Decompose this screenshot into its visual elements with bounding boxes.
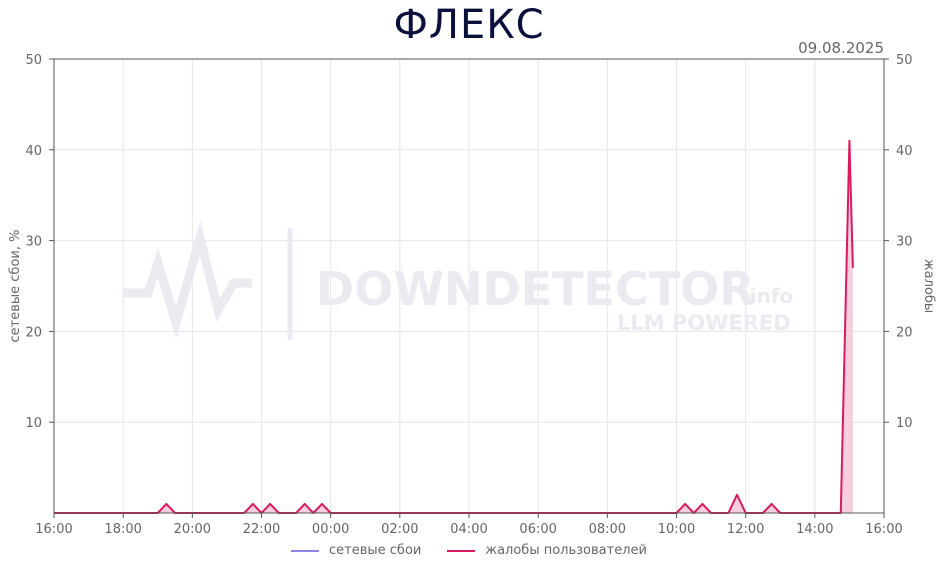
x-tick-label: 06:00 [519, 522, 556, 537]
x-tick-label: 04:00 [450, 522, 487, 537]
y-tick-label-left: 40 [25, 144, 42, 159]
legend-item-complaints[interactable]: жалобы пользователей [447, 543, 647, 558]
watermark: DOWNDETECTOR .info LLM POWERED [123, 220, 793, 340]
y-tick-label-left: 20 [25, 325, 42, 340]
x-tick-label: 14:00 [796, 522, 833, 537]
x-tick-label: 00:00 [312, 522, 349, 537]
x-tick-label: 16:00 [865, 522, 902, 537]
x-tick-label: 20:00 [174, 522, 211, 537]
chart-date: 09.08.2025 [798, 39, 884, 57]
x-tick-label: 08:00 [589, 522, 626, 537]
x-tick-label: 16:00 [35, 522, 72, 537]
legend-swatch-complaints [447, 549, 476, 552]
watermark-pulse-icon [123, 220, 252, 340]
watermark-suffix: .info [742, 284, 793, 308]
y-tick-label-left: 30 [25, 235, 42, 250]
x-tick-label: 02:00 [381, 522, 418, 537]
y-tick-label-right: 20 [896, 325, 913, 340]
x-tick-label: 22:00 [243, 522, 280, 537]
y-axis-label-right: жалобы [921, 259, 936, 313]
y-tick-label-right: 10 [896, 416, 913, 431]
watermark-brand: DOWNDETECTOR [316, 262, 755, 316]
x-tick-label: 12:00 [727, 522, 764, 537]
ticks: 16:00 18:00 20:00 22:00 00:00 02:00 04:00 06:00… [25, 53, 912, 537]
y-tick-label-right: 40 [896, 144, 913, 159]
x-tick-label: 18:00 [104, 522, 141, 537]
watermark-tagline: LLM POWERED [617, 311, 791, 335]
x-tick-label: 10:00 [658, 522, 695, 537]
chart-title: ФЛЕКС [393, 2, 545, 48]
legend-item-network[interactable]: сетевые сбои [291, 543, 421, 558]
y-axis-label-left: сетевые сбои, % [8, 230, 23, 343]
legend: сетевые сбои жалобы пользователей [0, 543, 938, 558]
y-tick-label-left: 50 [25, 53, 42, 68]
y-tick-label-left: 10 [25, 416, 42, 431]
y-tick-label-right: 30 [896, 235, 913, 250]
legend-swatch-network [291, 549, 320, 552]
y-tick-label-right: 50 [896, 53, 913, 68]
legend-label-network: сетевые сбои [329, 543, 422, 558]
legend-label-complaints: жалобы пользователей [485, 543, 647, 558]
